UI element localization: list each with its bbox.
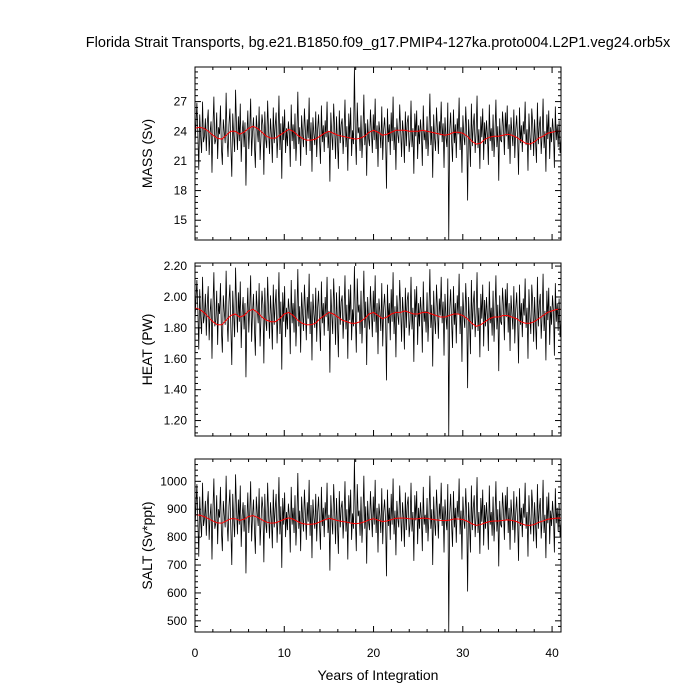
y-tick-label-2-3: 800 — [167, 530, 187, 544]
series-smooth-line-2 — [195, 514, 561, 526]
y-tick-label-1-3: 1.80 — [164, 321, 188, 335]
x-tick-label-3: 30 — [456, 646, 470, 660]
panel-1: 1.20 1.40 1.60 1.80 2.00 2.20 HEAT (PW) — [139, 259, 562, 437]
y-tick-label-2-0: 500 — [167, 614, 187, 628]
x-tick-label-2: 20 — [367, 646, 381, 660]
y-axis-label-1: HEAT (PW) — [139, 314, 155, 386]
x-axis-label: Years of Integration — [318, 667, 439, 683]
y-tick-label-2-5: 1000 — [160, 474, 187, 488]
series-smooth-line-1 — [195, 307, 561, 327]
x-tick-label-1: 10 — [278, 646, 292, 660]
y-tick-label-2-2: 700 — [167, 558, 187, 572]
y-tick-label-0-2: 21 — [174, 154, 188, 168]
y-tick-label-1-5: 2.20 — [164, 259, 188, 273]
series-raw-line-2 — [195, 459, 561, 632]
y-tick-label-1-4: 2.00 — [164, 290, 188, 304]
y-tick-label-2-4: 900 — [167, 502, 187, 516]
x-tick-label-4: 40 — [545, 646, 559, 660]
y-tick-label-0-3: 24 — [174, 124, 188, 138]
series-raw-line-0 — [195, 67, 561, 240]
panel-0: 15 18 21 24 27 MASS (Sv) — [139, 66, 562, 241]
y-axis-label-0: MASS (Sv) — [139, 119, 155, 188]
series-raw-line-1 — [195, 266, 561, 436]
y-axis-label-2: SALT (Sv*ppt) — [139, 501, 155, 589]
plot-frame-2 — [194, 458, 562, 633]
panel-2: 500 600 700 800 900 1000 SALT (Sv*ppt) — [139, 458, 562, 633]
y-tick-label-1-1: 1.40 — [164, 383, 188, 397]
series-smooth-line-0 — [195, 125, 561, 145]
plot-frame-0 — [194, 66, 562, 241]
plot-frame-1 — [194, 262, 562, 437]
y-tick-label-0-0: 15 — [174, 213, 188, 227]
y-tick-label-1-2: 1.60 — [164, 352, 188, 366]
y-tick-label-2-1: 600 — [167, 586, 187, 600]
x-tick-label-0: 0 — [192, 646, 199, 660]
y-tick-label-1-0: 1.20 — [164, 414, 188, 428]
y-tick-label-0-4: 27 — [174, 95, 188, 109]
panels: 15 18 21 24 27 MASS (Sv) 1.20 1.40 1.60 1.80 2.00 2… — [139, 66, 562, 660]
chart-title: Florida Strait Transports, bg.e21.B1850.… — [86, 35, 671, 51]
y-tick-label-0-1: 18 — [174, 184, 188, 198]
